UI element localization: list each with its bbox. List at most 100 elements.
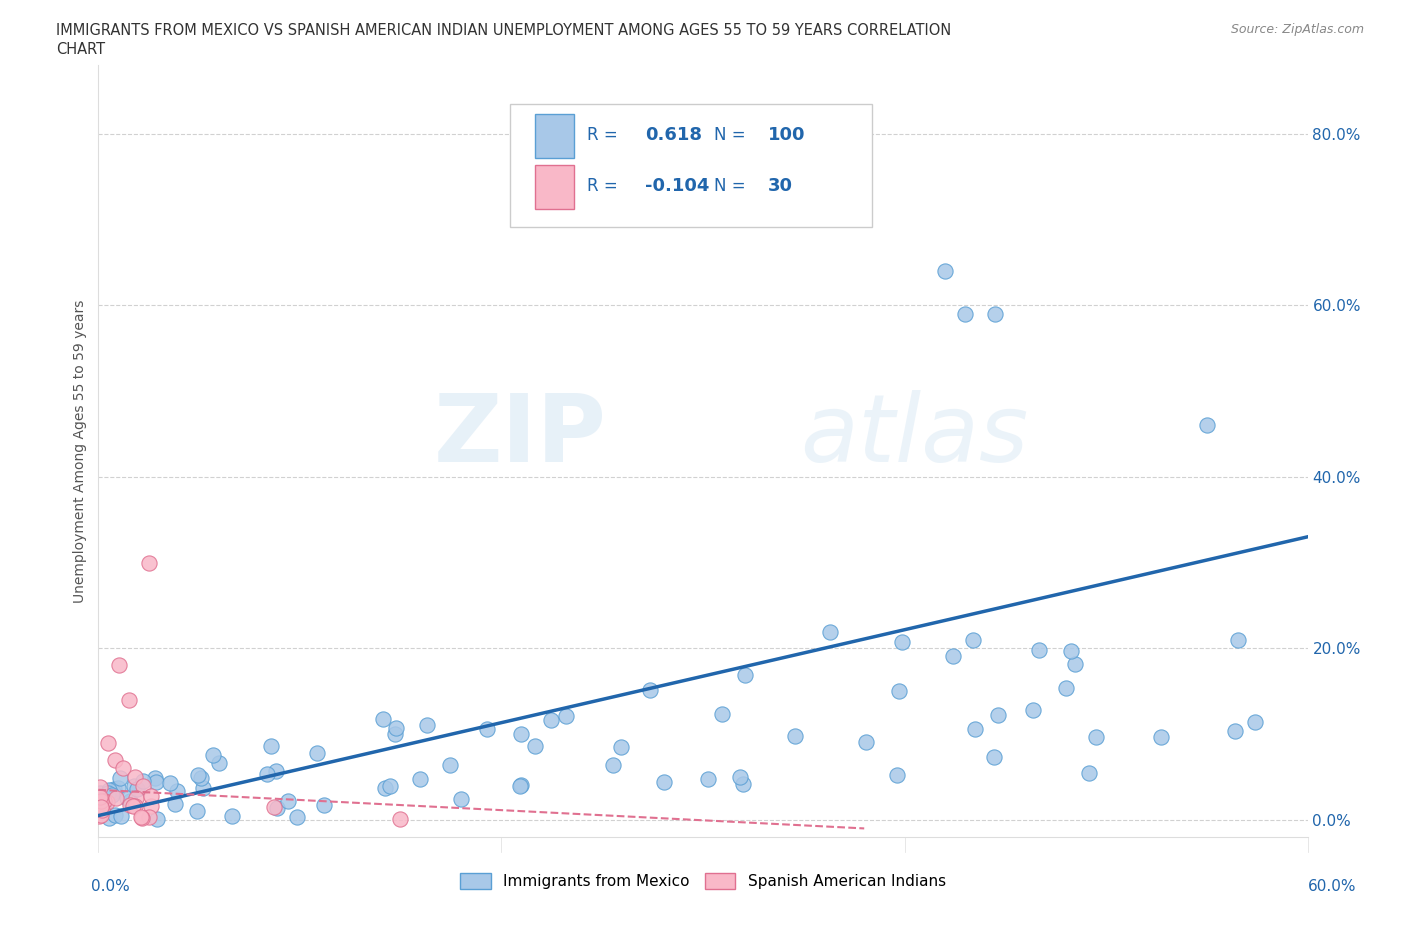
Point (416, 717, 439, 732)
Point (696, 772, 718, 787)
Point (371, 711, 394, 726)
Point (263, 800, 285, 815)
Point (115, 790, 138, 805)
Point (141, 799, 163, 814)
Point (1223, 724, 1246, 738)
Point (277, 793, 299, 808)
Point (987, 707, 1010, 722)
Point (190, 771, 212, 786)
Point (983, 750, 1005, 764)
Y-axis label: Unemployment Among Ages 55 to 59 years: Unemployment Among Ages 55 to 59 years (73, 299, 87, 603)
Point (256, 766, 278, 781)
Point (201, 748, 224, 763)
Point (654, 775, 676, 790)
Point (118, 692, 141, 707)
Point (710, 706, 733, 721)
Point (728, 769, 751, 784)
Point (122, 799, 145, 814)
Point (1063, 657, 1085, 671)
Point (89, 790, 111, 804)
Point (107, 780, 129, 795)
Point (139, 789, 162, 804)
Point (132, 773, 155, 788)
Point (111, 761, 134, 776)
Point (439, 757, 461, 772)
Point (1227, 633, 1250, 648)
Point (125, 791, 148, 806)
Point (509, 777, 531, 792)
Point (110, 809, 132, 824)
Point (143, 771, 166, 786)
Point (90, 807, 112, 822)
Text: -0.104: -0.104 (645, 178, 710, 195)
Point (602, 758, 624, 773)
Point (165, 797, 187, 812)
Text: R =: R = (586, 178, 617, 195)
Point (104, 807, 127, 822)
Text: N =: N = (714, 178, 745, 195)
Text: R =: R = (586, 126, 617, 144)
Point (208, 755, 231, 770)
Point (96, 795, 118, 810)
Point (146, 812, 169, 827)
Point (540, 712, 562, 727)
Point (87, 809, 110, 824)
Point (260, 739, 283, 754)
Text: 30: 30 (768, 178, 793, 195)
FancyBboxPatch shape (534, 165, 574, 208)
Point (138, 555, 160, 570)
Point (191, 780, 214, 795)
Point (96, 790, 118, 804)
Point (963, 721, 986, 736)
Point (374, 781, 396, 796)
Text: 0.0%: 0.0% (91, 879, 131, 894)
Point (1244, 714, 1267, 729)
Point (1054, 681, 1077, 696)
Point (887, 684, 910, 698)
Point (89, 803, 111, 817)
Point (380, 778, 402, 793)
Point (166, 784, 188, 799)
Text: ZIP: ZIP (433, 390, 606, 482)
Point (93, 796, 115, 811)
Point (984, 306, 1007, 321)
Point (90, 803, 112, 817)
Text: CHART: CHART (56, 42, 105, 57)
Point (103, 752, 125, 767)
Text: IMMIGRANTS FROM MEXICO VS SPANISH AMERICAN INDIAN UNEMPLOYMENT AMONG AGES 55 TO : IMMIGRANTS FROM MEXICO VS SPANISH AMERIC… (56, 23, 952, 38)
Point (97, 785, 120, 800)
Point (1077, 766, 1099, 781)
FancyBboxPatch shape (509, 103, 872, 227)
Point (1022, 703, 1045, 718)
Point (384, 727, 406, 742)
Point (89, 786, 111, 801)
Point (124, 769, 146, 784)
Point (450, 791, 472, 806)
Point (285, 809, 308, 824)
Point (138, 810, 160, 825)
Point (509, 778, 531, 793)
Point (953, 306, 976, 321)
Text: atlas: atlas (800, 390, 1028, 481)
Point (389, 812, 412, 827)
Point (1195, 418, 1218, 432)
Point (886, 768, 908, 783)
Point (734, 667, 756, 682)
Point (384, 720, 406, 735)
Point (93, 794, 115, 809)
Point (101, 788, 124, 803)
Point (105, 790, 128, 805)
Point (266, 764, 288, 778)
Point (855, 735, 877, 750)
Text: N =: N = (714, 126, 745, 144)
Point (101, 785, 124, 800)
Point (91, 796, 114, 811)
Point (475, 722, 498, 737)
Point (187, 767, 209, 782)
Point (1150, 729, 1173, 744)
Point (305, 745, 328, 760)
Point (97, 782, 120, 797)
Text: 100: 100 (768, 126, 806, 144)
Point (103, 782, 125, 797)
Text: Source: ZipAtlas.com: Source: ZipAtlas.com (1230, 23, 1364, 36)
